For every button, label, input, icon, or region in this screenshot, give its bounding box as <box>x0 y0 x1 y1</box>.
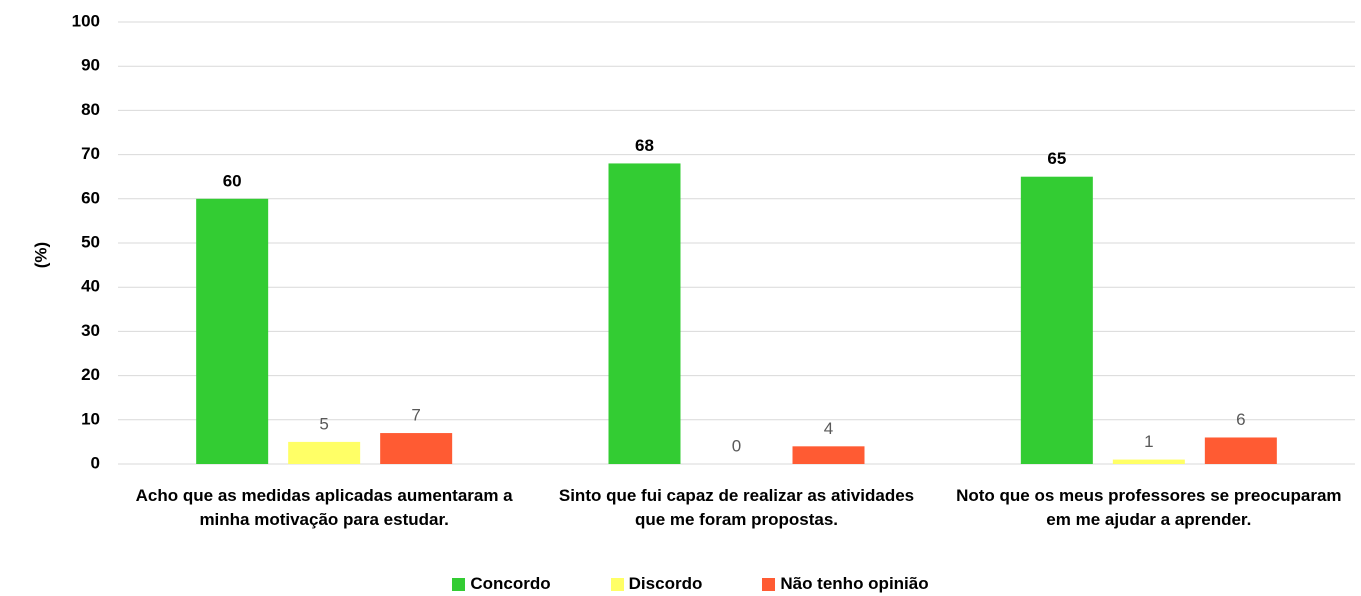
data-label: 68 <box>635 136 654 155</box>
y-axis-label: (%) <box>31 242 50 268</box>
legend-swatch <box>452 577 466 591</box>
x-tick-label: Noto que os meus professores se preocupa… <box>956 486 1342 529</box>
legend-label: Discordo <box>628 574 703 593</box>
x-tick-label: Acho que as medidas aplicadas aumentaram… <box>135 486 513 529</box>
bar <box>1204 437 1277 464</box>
bar <box>288 441 361 464</box>
bar <box>1112 459 1185 464</box>
data-label: 5 <box>319 414 328 433</box>
bar <box>380 433 453 464</box>
bar <box>196 198 269 465</box>
legend-label: Não tenho opinião <box>780 574 929 593</box>
legend-item: Discordo <box>610 574 703 594</box>
data-label: 1 <box>1144 432 1153 451</box>
data-label: 0 <box>732 436 741 455</box>
legend-item: Não tenho opinião <box>762 574 929 594</box>
y-tick-label: 90 <box>81 56 100 75</box>
bar <box>608 163 681 464</box>
y-tick-label: 50 <box>81 232 100 251</box>
legend: Concordo Discordo Não tenho opinião <box>0 574 1361 594</box>
y-tick-label: 30 <box>81 321 100 340</box>
y-tick-label: 0 <box>91 453 100 472</box>
x-tick-label: Sinto que fui capaz de realizar as ativi… <box>558 486 915 529</box>
data-label: 6 <box>1236 410 1245 429</box>
y-tick-label: 60 <box>81 188 100 207</box>
bar <box>792 446 865 464</box>
y-tick-label: 80 <box>81 100 100 119</box>
legend-swatch <box>762 577 776 591</box>
legend-label: Concordo <box>470 574 551 593</box>
data-label: 60 <box>223 171 242 190</box>
data-label: 65 <box>1047 149 1066 168</box>
data-label: 7 <box>411 406 420 425</box>
y-tick-label: 10 <box>81 409 100 428</box>
y-tick-label: 20 <box>81 365 100 384</box>
data-label: 4 <box>824 419 833 438</box>
legend-item: Concordo <box>452 574 551 594</box>
y-tick-label: 100 <box>72 11 100 30</box>
legend-swatch <box>610 577 624 591</box>
y-tick-label: 40 <box>81 277 100 296</box>
bar <box>1020 176 1093 464</box>
y-tick-label: 70 <box>81 144 100 163</box>
